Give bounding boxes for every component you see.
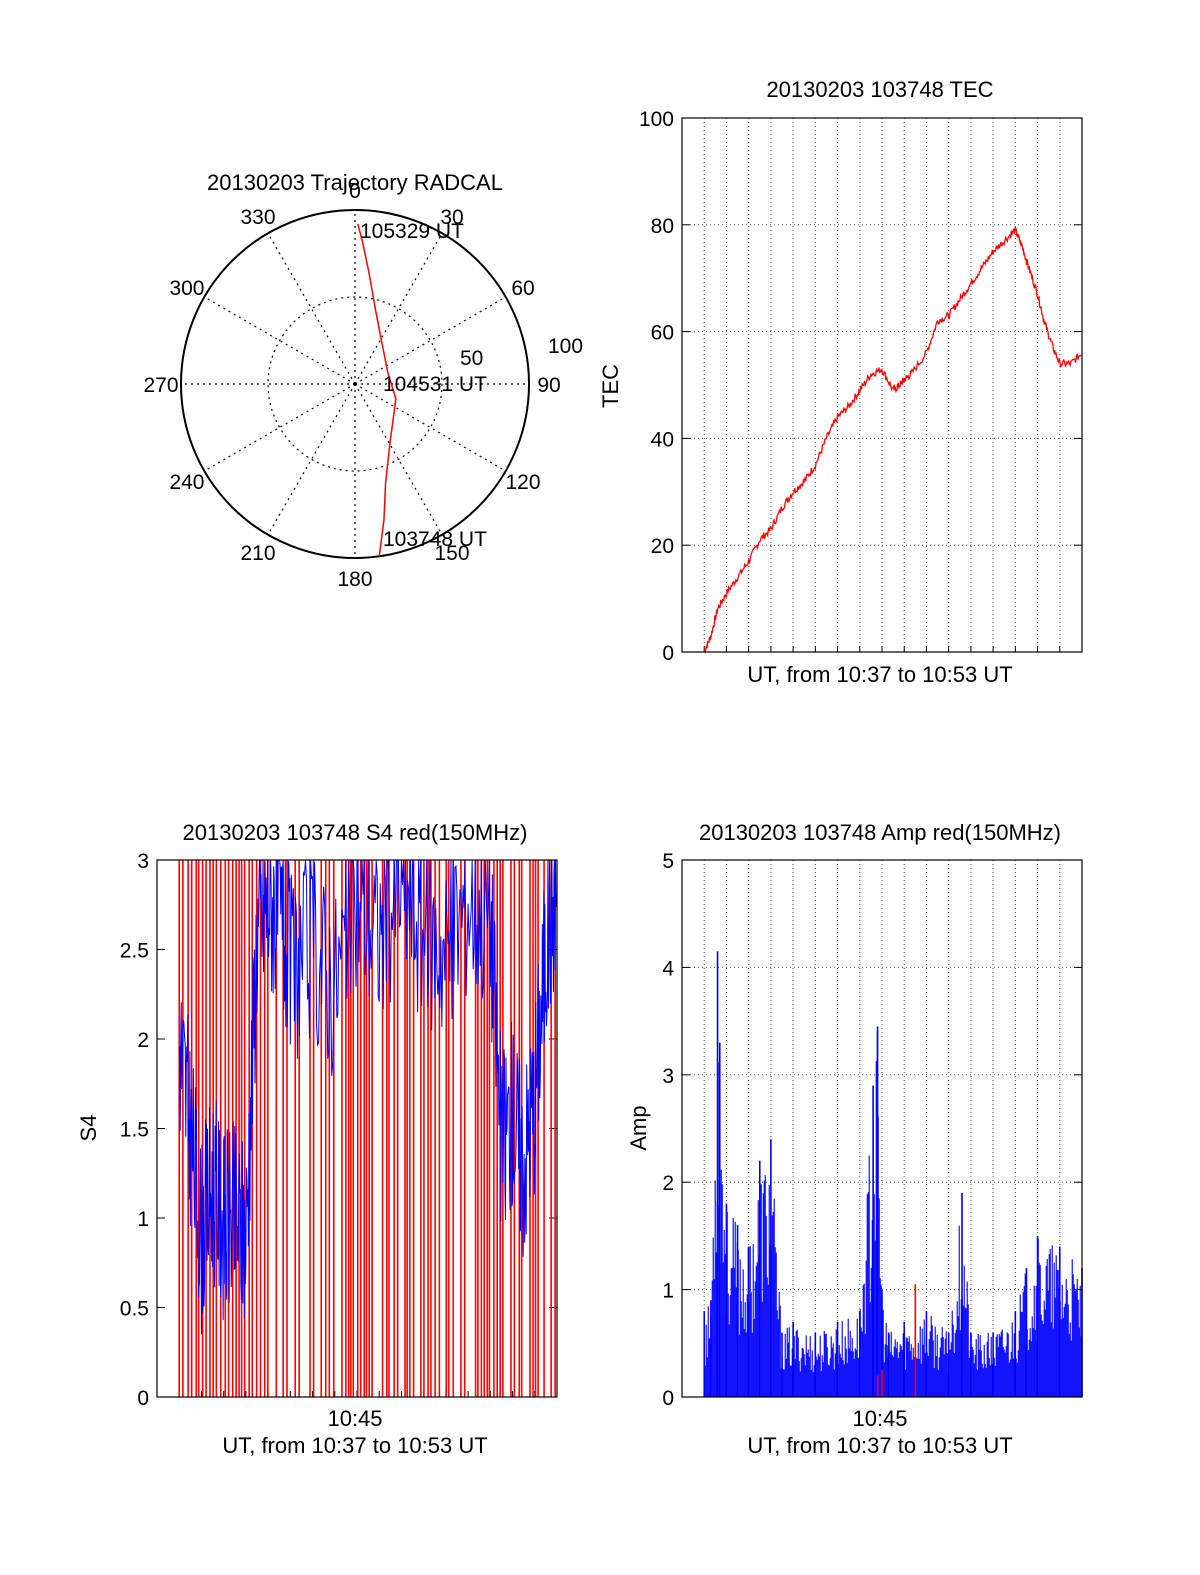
amp-chart: 20130203 103748 Amp red(150MHz) 10:45 UT… xyxy=(626,820,1083,1458)
amp-y-tick-label: 2 xyxy=(662,1172,674,1195)
s4-y-tick-label: 0 xyxy=(137,1387,149,1410)
polar-azimuth-label: 90 xyxy=(537,374,560,397)
polar-spoke xyxy=(204,383,356,472)
tec-x-axis-label: UT, from 10:37 to 10:53 UT xyxy=(747,662,1012,687)
amp-y-axis-label: Amp xyxy=(626,1105,651,1150)
polar-ring-label: 50 xyxy=(460,347,483,370)
s4-y-tick-label: 2.5 xyxy=(120,940,149,963)
amp-x-axis-label: UT, from 10:37 to 10:53 UT xyxy=(747,1433,1012,1458)
tec-chart-title: 20130203 103748 TEC xyxy=(766,77,993,102)
s4-blue-series-line xyxy=(178,859,557,1335)
s4-red-series xyxy=(178,860,556,1397)
s4-y-tick-label: 1 xyxy=(137,1208,149,1231)
tec-y-tick-label: 80 xyxy=(651,215,674,238)
amp-x-tick-label: 10:45 xyxy=(852,1406,907,1431)
polar-spoke xyxy=(204,296,356,385)
polar-azimuth-label: 270 xyxy=(143,374,178,397)
polar-chart-title: 20130203 Trajectory RADCAL xyxy=(207,170,503,195)
amp-y-tick-label: 5 xyxy=(662,850,674,873)
polar-spoke xyxy=(354,383,443,535)
amp-y-tick-label: 1 xyxy=(662,1280,674,1303)
polar-azimuth-label: 150 xyxy=(434,542,469,565)
amp-chart-title: 20130203 103748 Amp red(150MHz) xyxy=(699,820,1061,845)
tec-chart: 20130203 103748 TEC UT, from 10:37 to 10… xyxy=(598,77,1083,687)
polar-azimuth-label: 300 xyxy=(169,277,204,300)
polar-azimuth-label: 30 xyxy=(440,206,463,229)
s4-y-axis-label: S4 xyxy=(76,1115,101,1142)
polar-spoke xyxy=(267,383,356,535)
s4-y-tick-label: 0.5 xyxy=(120,1298,149,1321)
tec-series-line xyxy=(703,226,1082,655)
polar-azimuth-label: 180 xyxy=(337,568,372,591)
polar-azimuth-label: 240 xyxy=(169,471,204,494)
polar-spoke xyxy=(354,296,506,385)
polar-azimuth-label: 60 xyxy=(511,277,534,300)
polar-spoke xyxy=(354,233,443,385)
tec-y-tick-label: 20 xyxy=(651,535,674,558)
polar-start-time-label: 103748 UT xyxy=(383,528,487,551)
polar-azimuth-label: 210 xyxy=(240,542,275,565)
s4-y-tick-label: 1.5 xyxy=(120,1119,149,1142)
s4-chart-title: 20130203 103748 S4 red(150MHz) xyxy=(183,820,528,845)
polar-azimuth-label: 330 xyxy=(240,206,275,229)
s4-x-tick-label: 10:45 xyxy=(327,1406,382,1431)
amp-y-tick-label: 3 xyxy=(662,1065,674,1088)
polar-end-time-label: 105329 UT xyxy=(360,220,464,243)
tec-plot-border xyxy=(681,117,1083,653)
polar-spoke xyxy=(267,233,356,385)
polar-azimuth-label: 120 xyxy=(505,471,540,494)
s4-plot-border xyxy=(156,859,558,1398)
amp-y-tick-label: 0 xyxy=(662,1387,674,1410)
tec-y-tick-label: 0 xyxy=(662,642,674,665)
tec-y-tick-label: 60 xyxy=(651,322,674,345)
polar-inner-ring xyxy=(267,296,443,472)
s4-x-axis-label: UT, from 10:37 to 10:53 UT xyxy=(222,1433,487,1458)
polar-spoke xyxy=(354,383,506,472)
amp-y-tick-label: 4 xyxy=(662,957,674,980)
polar-mid-time-label: 104531 UT xyxy=(383,373,487,396)
tec-y-tick-label: 100 xyxy=(639,108,674,131)
amp-plot-border xyxy=(681,859,1083,1398)
polar-outer-circle xyxy=(180,209,530,559)
tec-y-tick-label: 40 xyxy=(651,428,674,451)
s4-y-tick-label: 2 xyxy=(137,1029,149,1052)
s4-y-tick-label: 3 xyxy=(137,850,149,873)
s4-chart: 20130203 103748 S4 red(150MHz) 10:45 UT,… xyxy=(76,820,558,1458)
tec-y-axis-label: TEC xyxy=(598,364,623,408)
polar-azimuth-label: 0 xyxy=(349,180,361,203)
polar-ring-label: 100 xyxy=(548,335,583,358)
polar-trajectory-chart: 20130203 Trajectory RADCAL 0 30 60 90 120 150… xyxy=(143,170,583,591)
amp-blue-series xyxy=(703,951,1083,1397)
polar-trajectory-line xyxy=(357,223,397,557)
